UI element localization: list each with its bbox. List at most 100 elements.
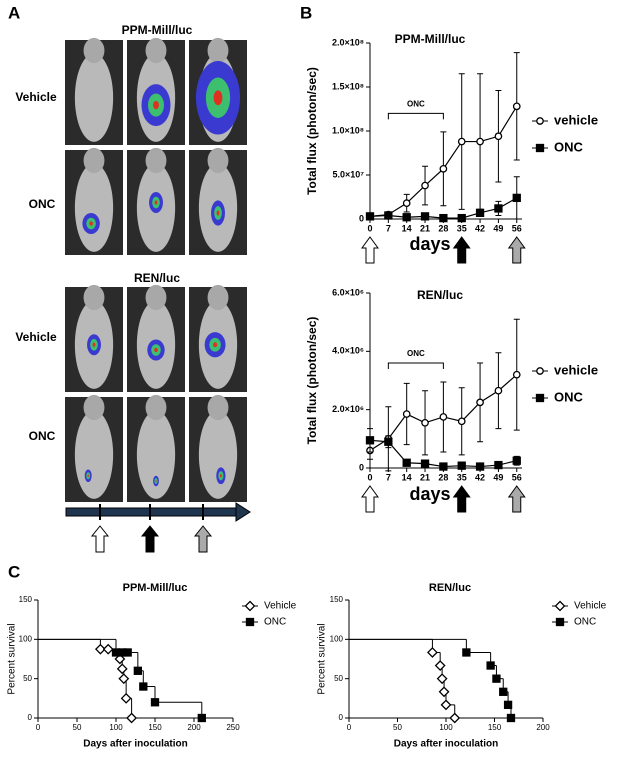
y-tick-label: 100	[330, 634, 344, 643]
signal	[154, 347, 158, 353]
marker	[440, 699, 452, 711]
x-tick-label: 28	[438, 223, 448, 233]
legend-label: ONC	[554, 139, 584, 154]
mouse-head	[207, 37, 229, 64]
x-tick-label: 150	[148, 723, 162, 732]
arrow	[507, 236, 526, 264]
x-tick-label: 35	[457, 223, 467, 233]
x-tick-label: 150	[488, 723, 502, 732]
y-axis-label: Total flux (photon/sec)	[305, 67, 319, 195]
marker	[150, 698, 160, 707]
x-tick-label: 42	[475, 223, 485, 233]
marker	[402, 213, 411, 222]
panel-label: C	[8, 562, 20, 581]
marker	[439, 462, 448, 471]
marker	[434, 660, 446, 671]
marker	[506, 713, 516, 723]
signal	[154, 200, 158, 205]
marker	[421, 181, 429, 190]
marker	[94, 643, 106, 655]
x-tick-label: 250	[226, 723, 240, 732]
signal	[155, 479, 157, 483]
y-tick-label: 4.0×10⁶	[332, 346, 364, 356]
marker	[486, 661, 495, 670]
y-tick-label: 0	[28, 713, 33, 722]
legend-label: vehicle	[554, 112, 598, 127]
y-tick-label: 0	[339, 713, 344, 722]
x-tick-label: 0	[367, 472, 372, 482]
x-tick-label: 14	[402, 223, 412, 233]
marker	[462, 648, 471, 657]
x-tick-label: 0	[36, 723, 41, 732]
x-axis-label: Days after inoculation	[83, 739, 187, 750]
x-tick-label: 100	[439, 723, 453, 732]
row-label: ONC	[29, 197, 56, 211]
panel-label: B	[300, 3, 312, 22]
y-axis-label: Total flux (photon/sec)	[305, 317, 319, 445]
mouse-head	[207, 284, 229, 311]
mouse-head	[145, 37, 167, 64]
legend-marker	[536, 367, 544, 375]
marker	[449, 712, 461, 724]
x-tick-label: 14	[402, 472, 412, 482]
mouse-body	[74, 53, 114, 142]
marker	[494, 386, 503, 395]
x-tick-label: 7	[386, 472, 391, 482]
mouse-body	[136, 410, 176, 499]
y-tick-label: 6.0×10⁶	[332, 287, 364, 297]
marker	[512, 456, 521, 465]
timeline	[65, 502, 251, 553]
marker	[102, 643, 114, 655]
signal	[89, 221, 93, 226]
arrow	[361, 236, 379, 264]
bracket	[387, 362, 444, 369]
y-tick-label: 50	[334, 674, 343, 683]
arrow	[507, 485, 526, 513]
marker	[499, 687, 508, 696]
x-tick-label: 200	[536, 723, 550, 732]
marker	[384, 437, 393, 446]
mouse-body	[74, 163, 114, 252]
marker	[503, 700, 513, 710]
marker	[512, 102, 521, 111]
y-tick-label: 2.0×10⁸	[332, 37, 364, 47]
marker	[133, 666, 142, 675]
marker	[123, 648, 132, 657]
marker	[116, 663, 128, 675]
marker	[402, 458, 411, 467]
signal	[87, 474, 89, 478]
marker	[494, 132, 503, 141]
signal	[216, 210, 220, 216]
x-tick-label: 7	[386, 223, 391, 233]
y-tick-label: 1.0×10⁸	[332, 125, 364, 135]
marker	[114, 653, 126, 665]
marker	[384, 211, 393, 220]
panel-label: A	[8, 3, 20, 22]
y-tick-label: 5.0×10⁷	[333, 169, 365, 179]
signal	[219, 474, 222, 478]
mouse-head	[145, 394, 167, 421]
mouse-head	[145, 284, 167, 311]
legend-marker	[535, 393, 545, 403]
arrow	[361, 485, 379, 513]
signal	[92, 342, 96, 347]
marker	[420, 459, 430, 468]
chart-title: PPM-Mill/luc	[395, 32, 466, 46]
legend-label: vehicle	[554, 362, 598, 377]
marker	[492, 674, 501, 683]
marker	[365, 212, 375, 221]
marker	[512, 193, 521, 203]
y-tick-label: 100	[19, 634, 33, 643]
marker	[475, 208, 485, 217]
group-title: PPM-Mill/luc	[122, 23, 193, 37]
x-tick-label: 49	[493, 472, 503, 482]
x-tick-label: 0	[367, 223, 372, 233]
y-tick-label: 150	[19, 595, 33, 604]
x-tick-label: 35	[457, 472, 467, 482]
marker	[476, 398, 484, 407]
marker	[365, 436, 375, 445]
y-tick-label: 150	[330, 595, 344, 604]
signal	[213, 90, 223, 106]
y-tick-label: 2.0×10⁶	[332, 404, 364, 414]
x-axis-label: days	[409, 484, 450, 504]
